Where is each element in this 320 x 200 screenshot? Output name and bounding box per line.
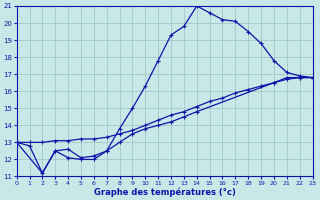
X-axis label: Graphe des températures (°c): Graphe des températures (°c) — [94, 187, 236, 197]
